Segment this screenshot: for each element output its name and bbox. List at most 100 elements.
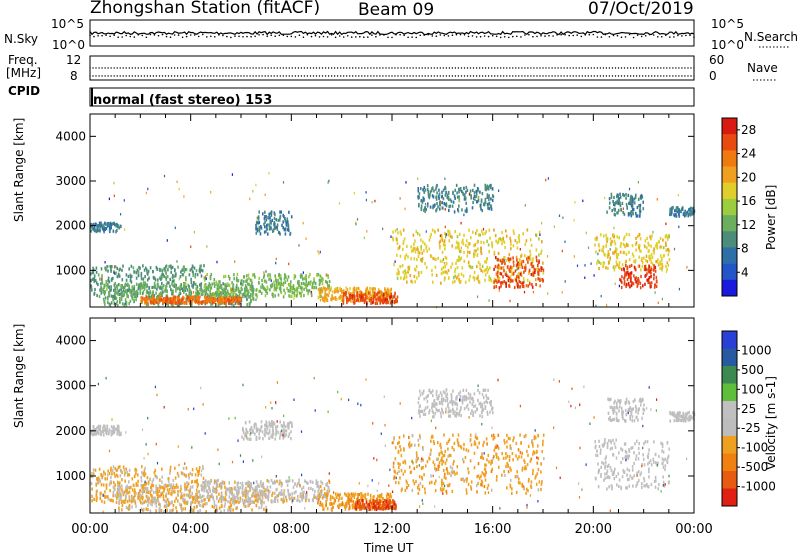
freq-dot xyxy=(277,67,278,68)
data-cell xyxy=(181,504,183,507)
data-cell xyxy=(674,209,676,212)
data-cell xyxy=(289,283,291,286)
nave-dot xyxy=(129,75,130,76)
data-cell xyxy=(238,296,240,299)
data-cell xyxy=(325,289,327,292)
data-cell xyxy=(129,491,131,494)
data-cell xyxy=(441,268,443,271)
data-cell xyxy=(235,289,237,292)
nave-dot xyxy=(576,75,577,76)
nsearch-dot xyxy=(218,34,220,36)
data-cell xyxy=(159,495,161,498)
data-cell xyxy=(397,277,399,280)
data-cell xyxy=(218,299,220,302)
data-cell xyxy=(190,278,192,281)
data-cell xyxy=(322,290,324,293)
data-cell xyxy=(218,290,220,293)
data-cell xyxy=(123,500,125,503)
data-cell xyxy=(103,288,105,291)
data-cell xyxy=(265,270,266,273)
data-cell xyxy=(157,268,159,271)
data-cell xyxy=(142,264,144,267)
data-cell xyxy=(111,499,113,502)
data-cell xyxy=(414,239,416,242)
data-cell xyxy=(224,502,226,505)
nsearch-dot xyxy=(331,34,333,36)
freq-dot xyxy=(313,67,314,68)
data-cell xyxy=(633,260,635,263)
data-cell xyxy=(443,266,445,269)
data-cell xyxy=(373,298,375,301)
data-cell xyxy=(503,266,505,269)
freq-dot xyxy=(132,67,133,68)
nave-dot xyxy=(228,75,229,76)
nsearch-dot xyxy=(560,34,562,36)
data-cell xyxy=(477,253,479,256)
data-cell xyxy=(448,205,450,208)
data-cell xyxy=(263,276,265,279)
data-cell xyxy=(582,200,583,203)
nsearch-dot xyxy=(653,34,655,36)
data-cell xyxy=(177,287,179,290)
data-cell xyxy=(244,501,246,504)
nave-dot xyxy=(500,75,501,76)
freq-dot xyxy=(307,67,308,68)
data-cell xyxy=(100,473,102,476)
data-cell xyxy=(107,296,109,299)
freq-dot xyxy=(440,67,441,68)
data-cell xyxy=(113,182,114,185)
freq-dot xyxy=(397,67,398,68)
freq-dot xyxy=(280,67,281,68)
freq-dot xyxy=(322,67,323,68)
data-cell xyxy=(640,250,642,253)
data-cell xyxy=(94,498,96,501)
data-cell xyxy=(656,279,658,282)
data-cell xyxy=(162,300,164,303)
data-cell xyxy=(522,285,524,288)
data-cell xyxy=(622,202,624,205)
data-cell xyxy=(257,219,258,222)
nave-dot xyxy=(107,75,108,76)
data-cell xyxy=(628,251,630,254)
data-cell xyxy=(114,430,116,433)
data-cell xyxy=(264,280,266,283)
data-cell xyxy=(139,489,141,492)
nave-dot xyxy=(198,75,199,76)
data-cell xyxy=(609,256,611,259)
data-cell xyxy=(426,266,428,269)
data-cell xyxy=(320,251,321,254)
data-cell xyxy=(226,487,228,490)
data-cell xyxy=(324,296,326,299)
data-cell xyxy=(311,291,312,294)
data-cell xyxy=(486,240,488,243)
data-cell xyxy=(522,281,524,284)
data-cell xyxy=(500,259,502,262)
data-cell xyxy=(300,275,302,278)
data-cell xyxy=(632,253,634,256)
data-cell xyxy=(102,282,104,285)
data-cell xyxy=(619,199,621,202)
nave-dot xyxy=(246,75,247,76)
data-cell xyxy=(108,293,110,296)
data-cell xyxy=(513,260,515,263)
nave-dot xyxy=(382,75,383,76)
data-cell xyxy=(191,284,193,287)
data-cell xyxy=(248,283,250,286)
data-cell xyxy=(226,292,228,295)
data-cell xyxy=(640,204,642,207)
nsearch-dot xyxy=(375,36,377,38)
data-cell xyxy=(283,181,284,184)
data-cell xyxy=(376,293,378,296)
data-cell xyxy=(152,291,154,294)
data-cell xyxy=(202,467,204,470)
data-cell xyxy=(141,479,143,482)
data-cell xyxy=(94,288,96,291)
data-cell xyxy=(646,255,648,258)
data-cell xyxy=(241,288,243,291)
data-cell xyxy=(510,265,512,268)
nave-dot xyxy=(521,75,522,76)
data-cell xyxy=(214,489,216,492)
data-cell xyxy=(465,244,467,247)
data-cell xyxy=(273,223,275,226)
data-cell xyxy=(640,210,642,213)
